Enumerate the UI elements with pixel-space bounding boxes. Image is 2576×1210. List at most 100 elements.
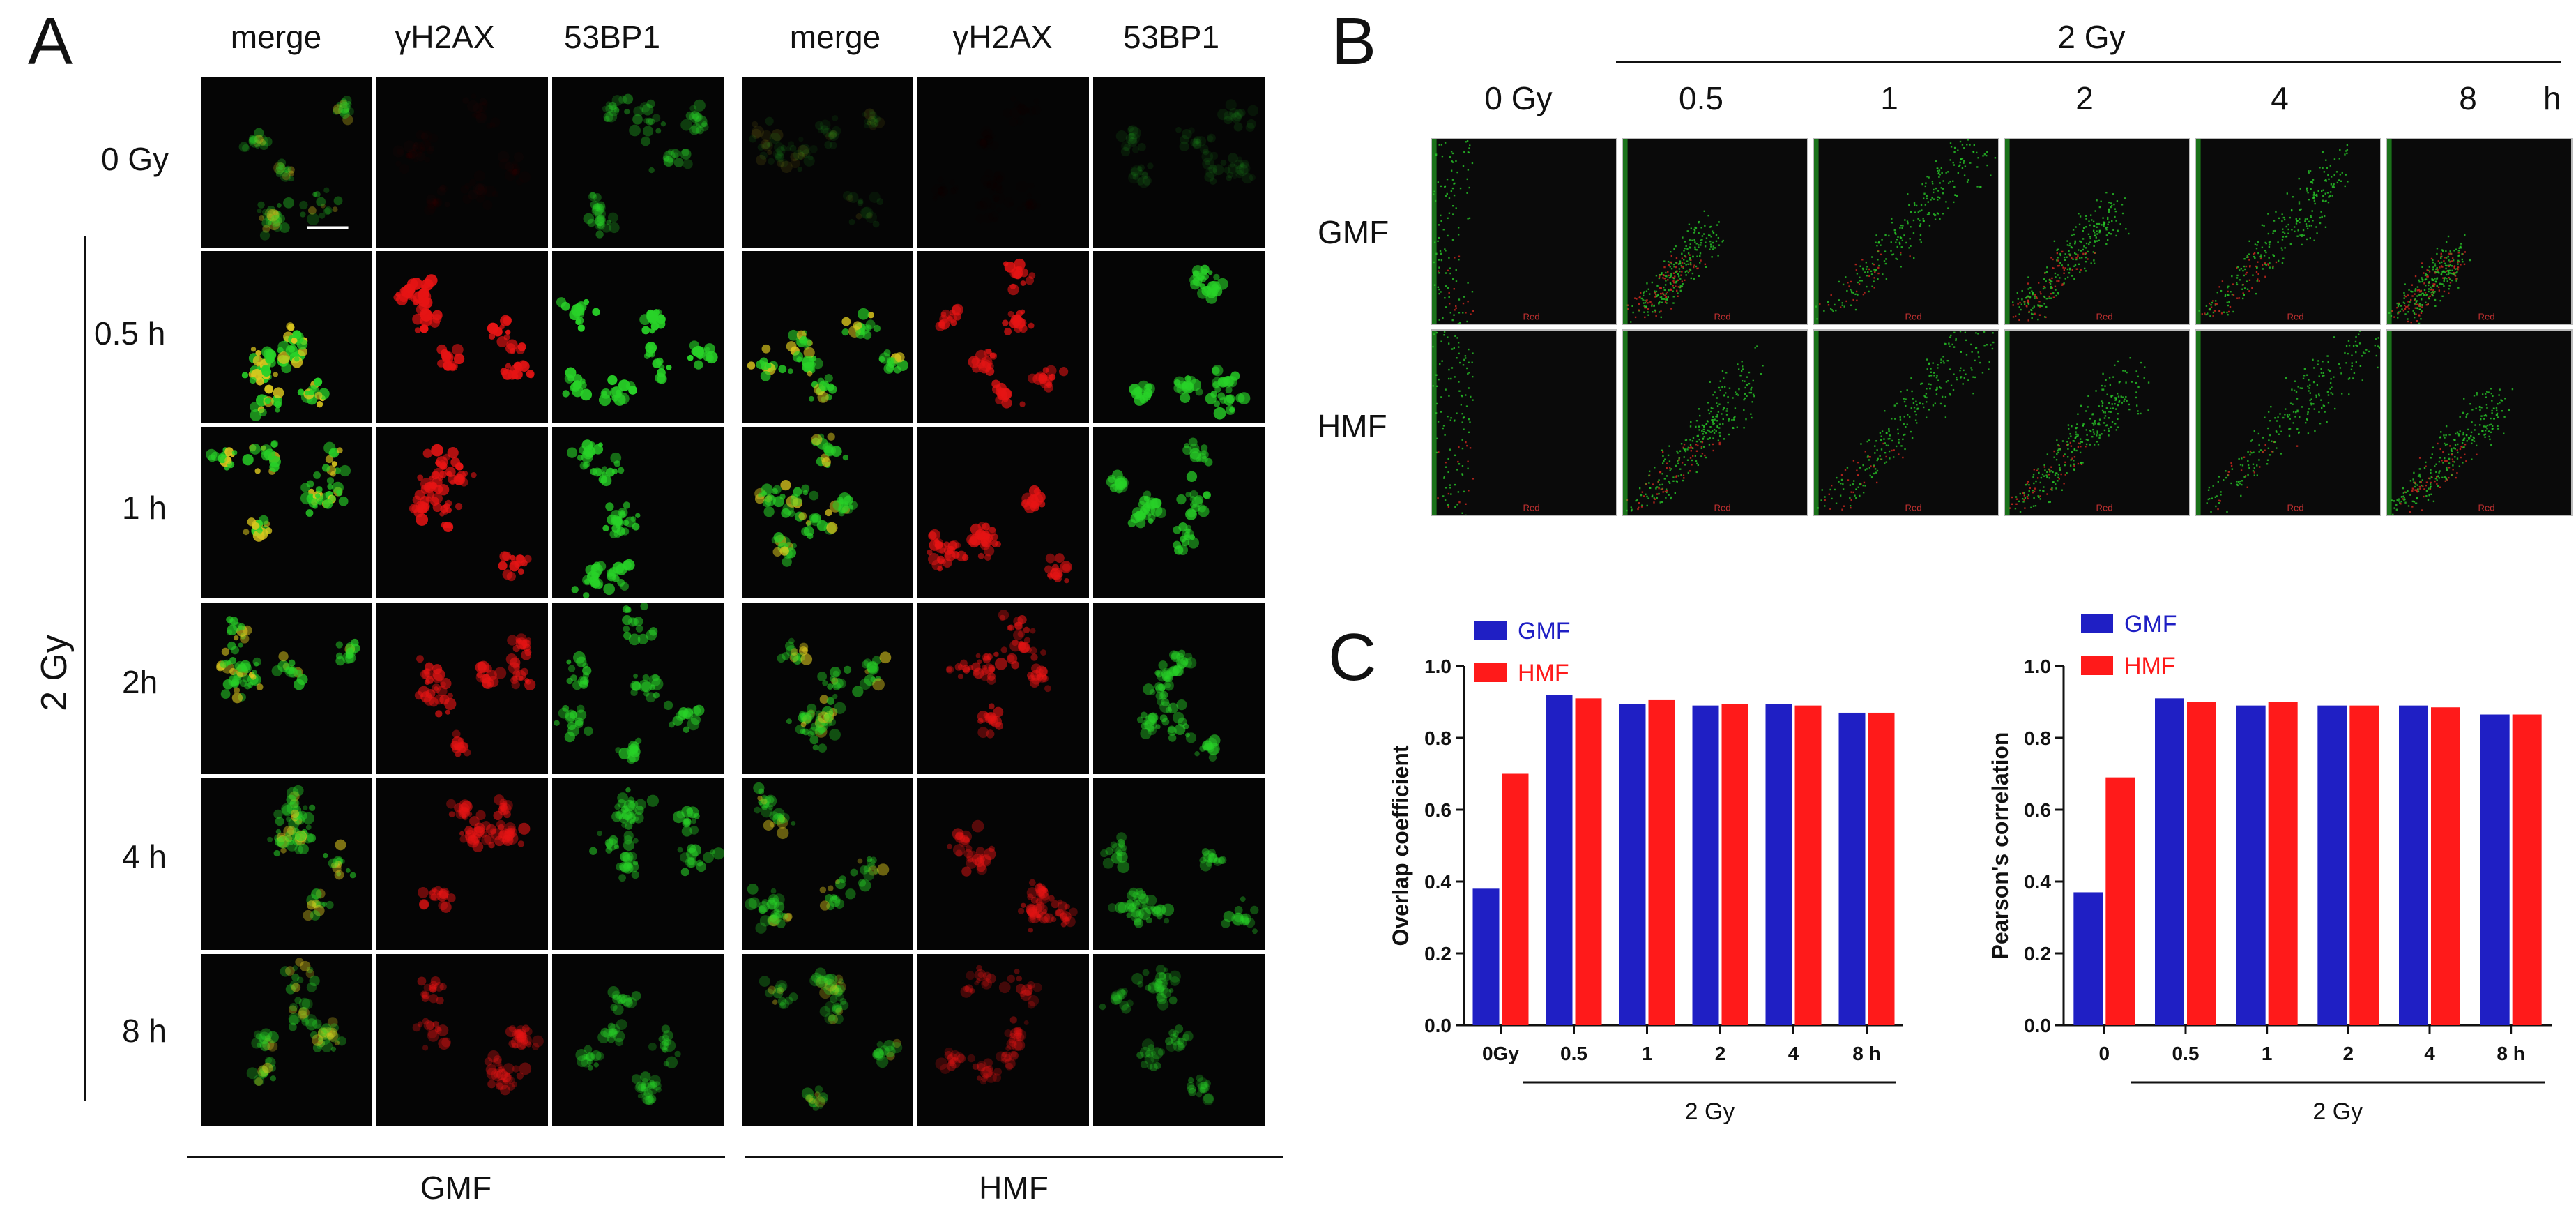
panel-b-unit: h [2543,80,2561,116]
scatterplot-axis-tag: Red [2287,312,2303,322]
colocalization-scatterplot: Red [2004,329,2190,516]
micrograph-tile [917,778,1089,950]
scatterplot-points: Red [2387,331,2514,515]
bar-gmf [2236,705,2266,1025]
micrograph-tile [1093,778,1265,950]
bar-gmf [2155,698,2184,1025]
micrograph-cells [575,986,681,1105]
legend-swatch [2081,614,2113,633]
scatterplot-points: Red [1432,331,1540,515]
panel-a-column-header: merge [230,19,322,55]
colocalization-scatterplot: Red [1813,138,1999,325]
micrograph-tile [376,251,548,423]
micrograph-tile [376,603,548,774]
bar-hmf [1868,712,1895,1025]
x-tick-label: 4 [2424,1043,2435,1064]
micrograph-cells [945,610,1051,739]
micrograph-cells [246,958,346,1086]
micrograph-cells [747,308,908,403]
bar-gmf [1472,888,1500,1025]
micrograph-cells [759,967,903,1111]
x-tick-label: 0.5 [1560,1043,1587,1064]
y-tick-label: 0.8 [2024,727,2051,749]
micrograph-tile [917,77,1089,248]
x-tick-label: 0.5 [2172,1043,2200,1064]
colocalization-scatterplot: Red [1622,329,1808,516]
scatterplot-axis-tag: Red [1523,503,1539,513]
panel-b-dose-bracket [1616,61,2561,63]
panel-b-dose-label: 2 Gy [2057,19,2126,55]
micrograph-tile [376,954,548,1126]
panel-a-dose-label: 2 Gy [34,635,75,711]
scatterplot-axis-tag: Red [1523,312,1539,322]
panel-a-row-label: 1 h [122,490,167,526]
panel-a-row-label: 0 Gy [101,141,169,177]
scatterplot-points: Red [1623,139,1731,324]
panel-b-column-header: 4 [2271,80,2289,116]
y-axis-label: Pearson's correlation [1988,732,2013,960]
micrograph-tile [1093,251,1265,423]
colocalization-scatterplot: Red [2004,138,2190,325]
scatterplot-axis-tag: Red [2096,503,2112,513]
panel-a-row-label: 8 h [122,1013,167,1049]
micrograph-tile [201,778,372,950]
scatterplot-points: Red [1623,331,1764,515]
bar-gmf [1765,704,1792,1025]
panel-b-column-header: 2 [2075,80,2094,116]
panel-a-column-header: γH2AX [395,19,495,55]
micrograph-cells [1100,832,1259,935]
x-tick-label: 1 [2262,1043,2273,1064]
micrograph-cells [1106,437,1213,556]
legend-label: HMF [1518,660,1569,686]
panel-a-column-header: 53BP1 [563,19,661,55]
panel-a-dose-bracket [84,236,86,1101]
bar-hmf [2512,714,2542,1025]
x-tick-label: 4 [1788,1043,1799,1064]
panel-b-row-label: HMF [1318,408,1387,444]
micrograph-tile [201,954,372,1126]
micrograph-cells [917,77,1089,248]
panel-a-gmf-bracket [187,1156,725,1158]
panel-a-column-header: γH2AX [952,19,1053,55]
scatterplot-axis-tag: Red [1905,312,1921,322]
micrograph-cells [554,603,705,764]
x-axis-label: 2 Gy [2312,1098,2363,1125]
scatterplot-points: Red [1432,139,1540,324]
panel-b-column-header: 8 [2459,80,2477,116]
micrograph-cells [754,432,858,567]
x-tick-label: 2 [1715,1043,1726,1064]
bar-hmf [1794,705,1822,1025]
scatterplot-axis-tag: Red [1714,503,1730,513]
panel-b-column-header: 1 [1880,80,1898,116]
micrograph-tile [1093,603,1265,774]
micrograph-tile [917,603,1089,774]
bar-hmf [2431,707,2460,1025]
micrograph-cells [745,782,890,934]
y-axis-label: Overlap coefficient [1388,745,1413,946]
micrograph-cells [414,633,536,757]
colocalization-scatterplot: Red [1622,138,1808,325]
micrograph-tile [1093,954,1265,1126]
panel-a-gmf-label: GMF [420,1170,492,1206]
colocalization-scatterplot: Red [1813,329,1999,516]
bar-hmf [2105,777,2135,1025]
scatterplot-points: Red [2196,139,2349,324]
panel-b-column-header: 0 Gy [1484,80,1553,116]
micrograph-tile [742,778,913,950]
micrograph-cells [238,96,354,241]
panel-a-row-label: 2h [122,664,158,700]
micrograph-cells [216,616,360,704]
panel-a-column-header: 53BP1 [1122,19,1220,55]
y-tick-label: 1.0 [1424,656,1451,677]
scatterplot-points: Red [1814,331,1998,515]
micrograph-cells [376,77,548,248]
micrograph-cells [947,819,1078,933]
micrograph-cells [267,785,356,921]
y-tick-label: 0.0 [1424,1015,1451,1036]
panel-a-letter: A [28,4,73,79]
micrograph-tile [376,427,548,598]
panel-b-row-label: GMF [1318,214,1389,250]
panel-a-row-label: 0.5 h [94,315,166,351]
micrograph-tile [552,778,724,950]
scatterplot-axis-tag: Red [2478,312,2494,322]
